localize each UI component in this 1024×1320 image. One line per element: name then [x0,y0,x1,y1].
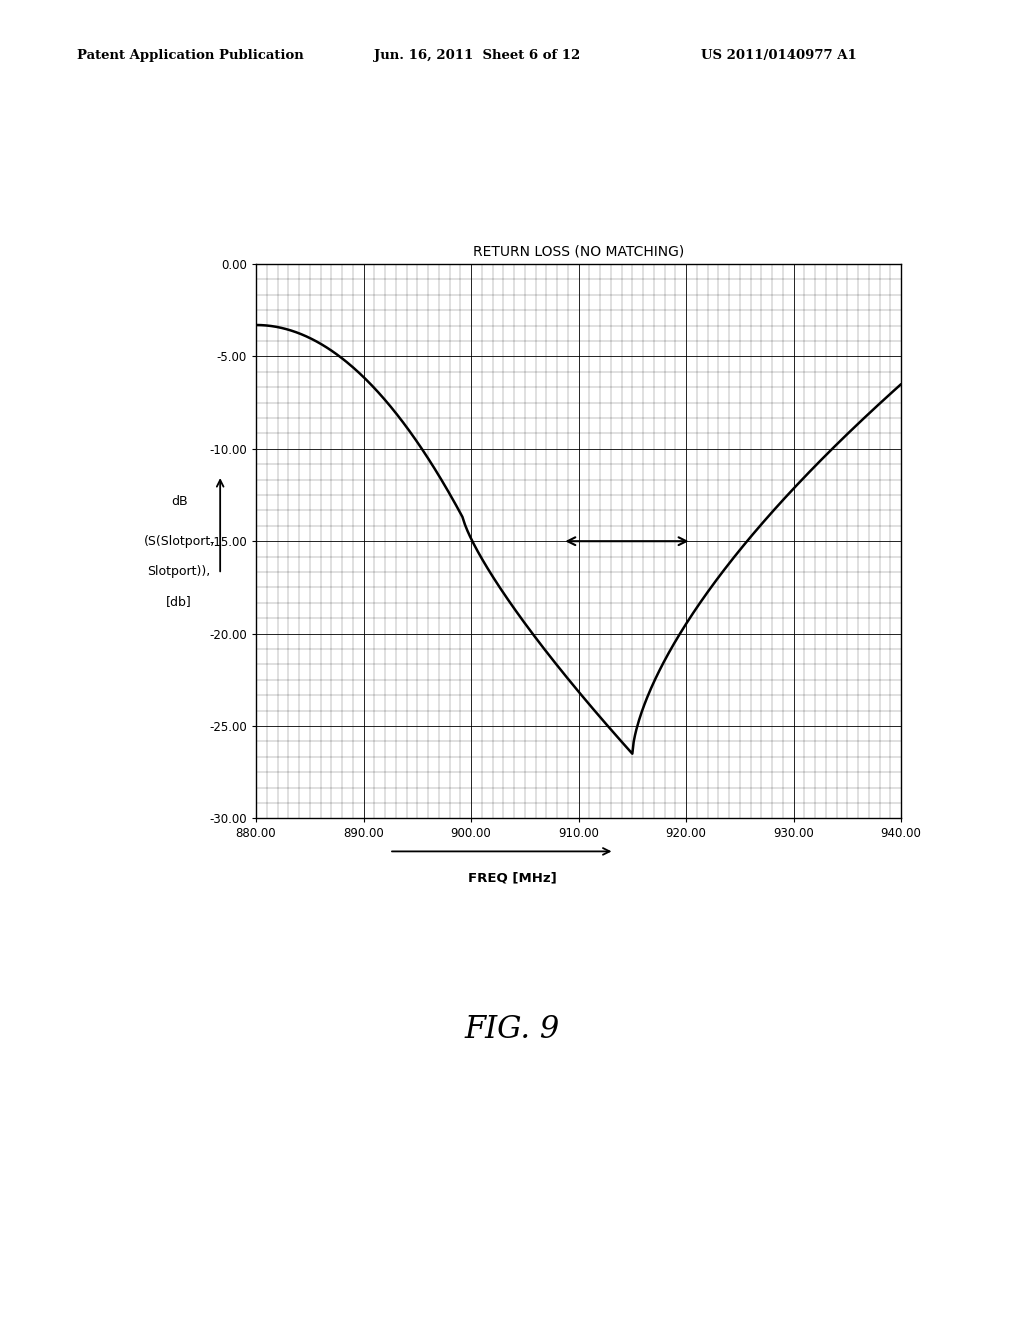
Text: (S(Slotport,: (S(Slotport, [143,535,215,548]
Text: US 2011/0140977 A1: US 2011/0140977 A1 [701,49,857,62]
Text: FIG. 9: FIG. 9 [464,1014,560,1045]
Text: Slotport)),: Slotport)), [147,565,211,578]
Text: Jun. 16, 2011  Sheet 6 of 12: Jun. 16, 2011 Sheet 6 of 12 [374,49,580,62]
Text: dB: dB [171,495,187,508]
Text: [db]: [db] [166,595,193,609]
Title: RETURN LOSS (NO MATCHING): RETURN LOSS (NO MATCHING) [473,244,684,259]
Text: Patent Application Publication: Patent Application Publication [77,49,303,62]
Text: FREQ [MHz]: FREQ [MHz] [468,871,556,884]
